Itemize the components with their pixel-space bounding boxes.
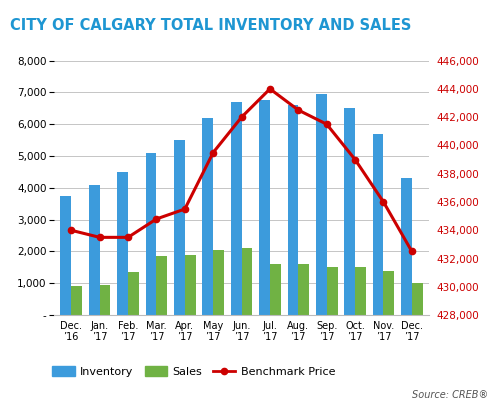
Bar <box>327 267 338 315</box>
Bar <box>298 264 309 315</box>
Bar <box>185 255 196 315</box>
Bar <box>384 271 394 315</box>
Benchmark Price <box>409 249 415 254</box>
Bar <box>344 108 355 315</box>
Bar <box>89 185 100 315</box>
Bar <box>231 102 242 315</box>
Bar <box>145 153 156 315</box>
Bar <box>270 264 281 315</box>
Bar <box>71 286 82 315</box>
Bar <box>401 178 412 315</box>
Benchmark Price <box>324 122 330 127</box>
Text: CITY OF CALGARY TOTAL INVENTORY AND SALES: CITY OF CALGARY TOTAL INVENTORY AND SALE… <box>10 18 411 33</box>
Benchmark Price <box>182 206 188 211</box>
Bar <box>203 118 213 315</box>
Text: Source: CREB®: Source: CREB® <box>412 390 488 400</box>
Benchmark Price <box>381 200 387 204</box>
Benchmark Price <box>210 150 216 155</box>
Benchmark Price <box>295 108 301 113</box>
Bar <box>213 250 224 315</box>
Bar <box>355 267 366 315</box>
Bar <box>373 134 384 315</box>
Benchmark Price <box>69 228 74 233</box>
Benchmark Price <box>267 86 273 91</box>
Bar <box>174 140 185 315</box>
Bar <box>61 196 71 315</box>
Bar <box>156 256 167 315</box>
Benchmark Price <box>125 235 131 240</box>
Bar <box>259 100 270 315</box>
Bar <box>128 272 139 315</box>
Benchmark Price <box>97 235 103 240</box>
Bar <box>100 285 110 315</box>
Line: Benchmark Price: Benchmark Price <box>68 86 415 255</box>
Bar <box>242 248 252 315</box>
Bar <box>412 283 423 315</box>
Benchmark Price <box>239 115 245 120</box>
Bar <box>117 172 128 315</box>
Bar <box>316 94 327 315</box>
Bar <box>287 105 298 315</box>
Benchmark Price <box>153 217 159 221</box>
Benchmark Price <box>352 157 358 162</box>
Legend: Inventory, Sales, Benchmark Price: Inventory, Sales, Benchmark Price <box>52 366 335 377</box>
